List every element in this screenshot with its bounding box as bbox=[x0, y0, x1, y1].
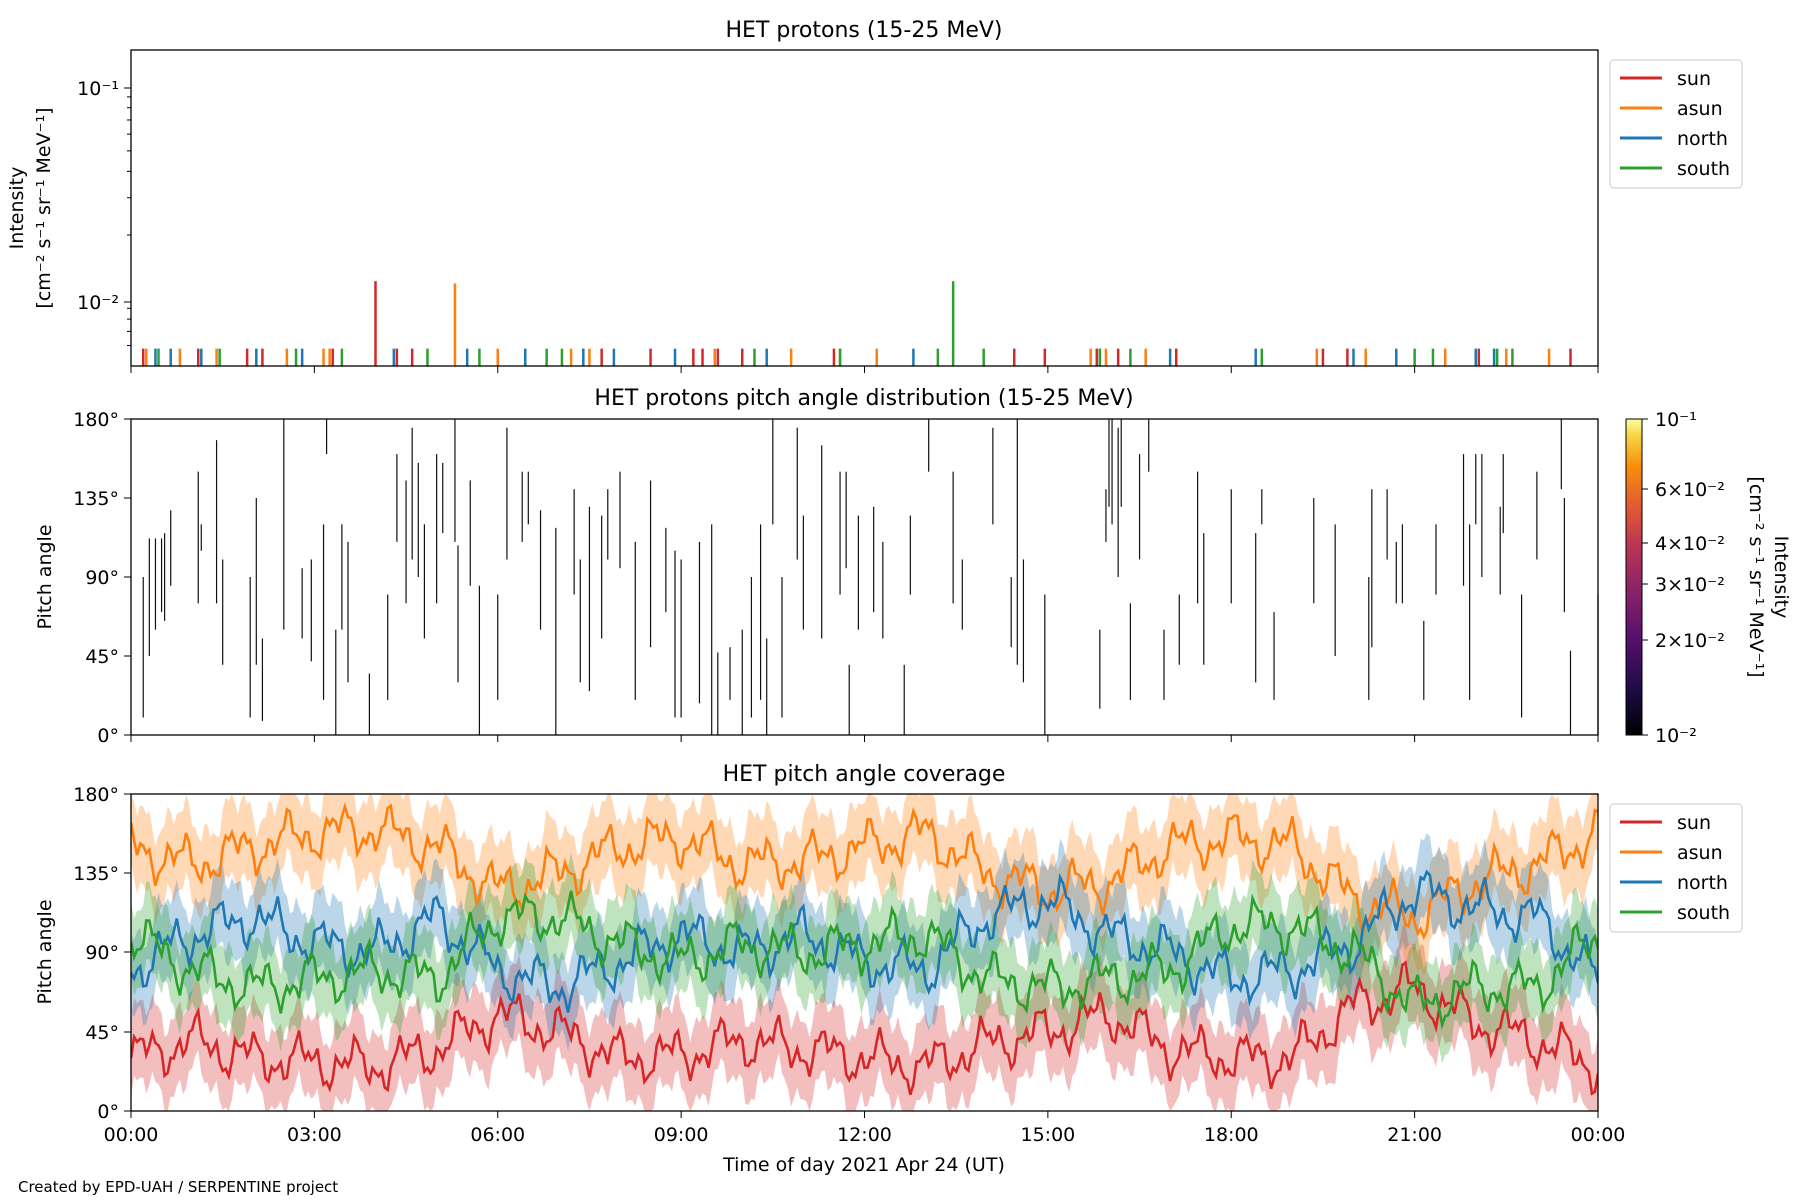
colorbar-tick-2e-2: 2×10⁻² bbox=[1642, 630, 1725, 652]
band-north bbox=[131, 833, 1598, 1052]
xtick-label-2: 06:00 bbox=[470, 1124, 525, 1146]
line-north bbox=[131, 869, 1598, 1013]
panel1-ytick-1: 10⁻¹ bbox=[77, 78, 131, 100]
colorbar-tick-label-4e-2: 4×10⁻² bbox=[1655, 533, 1725, 555]
legend3-asun: asun bbox=[1620, 842, 1723, 864]
panel3-xticks: 00:00 03:00 06:00 09:00 12:00 15:00 18:00 21:00… bbox=[104, 1111, 1626, 1146]
panel1-ytick-label-1: 10⁻¹ bbox=[77, 78, 119, 100]
legend1-sun: sun bbox=[1620, 68, 1711, 90]
line-asun bbox=[131, 802, 1598, 941]
panel3-ytick-label-0: 0° bbox=[97, 1101, 119, 1123]
panel1-marks bbox=[141, 281, 1572, 366]
xlabel: Time of day 2021 Apr 24 (UT) bbox=[722, 1154, 1005, 1176]
panel3-legend: sun asun north south bbox=[1609, 803, 1743, 933]
legend1-north: north bbox=[1620, 128, 1728, 150]
panel3-ytick-45: 45° bbox=[85, 1022, 131, 1044]
panel2-frame bbox=[130, 418, 1599, 736]
panel3-ytick-label-135: 135° bbox=[73, 863, 119, 885]
legend3-sun: sun bbox=[1620, 812, 1711, 834]
panel3-yticks: 180° 135° 90° 45° 0° bbox=[73, 784, 131, 1123]
panel2-ytick-label-135: 135° bbox=[73, 488, 119, 510]
panel1-ylabel-line2: [cm⁻² s⁻¹ sr⁻¹ MeV⁻¹] bbox=[33, 107, 55, 308]
panel2-ytick-135: 135° bbox=[73, 488, 131, 510]
colorbar-tick-label-3e-2: 3×10⁻² bbox=[1655, 574, 1725, 596]
colorbar-tick-label-1e-2: 10⁻² bbox=[1655, 725, 1697, 747]
legend1-south-label: south bbox=[1677, 158, 1730, 180]
panel3-ytick-label-180: 180° bbox=[73, 784, 119, 806]
xtick-label-7: 21:00 bbox=[1387, 1124, 1442, 1146]
panel-pitch-coverage: HET pitch angle coverage 180° 135° 90° 4… bbox=[34, 762, 1743, 1176]
band-sun bbox=[131, 923, 1598, 1111]
panel1-minor-ticks bbox=[127, 96, 131, 347]
panel3-ytick-label-45: 45° bbox=[85, 1022, 119, 1044]
xtick-label-4: 12:00 bbox=[837, 1124, 892, 1146]
xtick-label-0: 00:00 bbox=[104, 1124, 159, 1146]
upper-panels-xticks bbox=[130, 366, 1599, 742]
panel-pitch-distribution: HET protons pitch angle distribution (15… bbox=[34, 386, 1792, 747]
panel1-title: HET protons (15-25 MeV) bbox=[726, 18, 1003, 43]
line-south bbox=[131, 890, 1598, 1030]
panel1-ytick-2: 10⁻² bbox=[77, 292, 131, 314]
panel2-marks bbox=[142, 419, 1599, 735]
panel2-ytick-label-180: 180° bbox=[73, 409, 119, 431]
panel1-ytick-label-2: 10⁻² bbox=[77, 292, 119, 314]
legend1-north-label: north bbox=[1677, 128, 1728, 150]
legend1-south: south bbox=[1620, 158, 1730, 180]
panel2-title: HET protons pitch angle distribution (15… bbox=[594, 386, 1133, 411]
panel1-frame bbox=[130, 49, 1599, 367]
panel2-ytick-180: 180° bbox=[73, 409, 131, 431]
panel-intensity: HET protons (15-25 MeV) 10⁻¹ 10⁻² Intens… bbox=[6, 18, 1743, 367]
band-asun bbox=[131, 794, 1598, 976]
panel3-ylabel: Pitch angle bbox=[34, 899, 56, 1004]
panel3-legend-box bbox=[1609, 803, 1743, 933]
colorbar-tick-3e-2: 3×10⁻² bbox=[1642, 574, 1725, 596]
colorbar-tick-1e-2: 10⁻² bbox=[1642, 725, 1697, 747]
footer-credit: Created by EPD-UAH / SERPENTINE project bbox=[18, 1178, 338, 1196]
colorbar-label-line2: [cm⁻² s⁻¹ sr⁻¹ MeV⁻¹] bbox=[1745, 476, 1767, 677]
panel2-ytick-label-45: 45° bbox=[85, 646, 119, 668]
panel3-ytick-180: 180° bbox=[73, 784, 131, 806]
colorbar-tick-1e-1: 10⁻¹ bbox=[1642, 409, 1697, 431]
panel3-title: HET pitch angle coverage bbox=[723, 762, 1006, 787]
legend3-asun-label: asun bbox=[1677, 842, 1723, 864]
panel3-ytick-90: 90° bbox=[85, 942, 131, 964]
xtick-label-8: 00:00 bbox=[1571, 1124, 1626, 1146]
panel3-ytick-0: 0° bbox=[97, 1101, 131, 1123]
legend3-sun-label: sun bbox=[1677, 812, 1711, 834]
xtick-label-1: 03:00 bbox=[287, 1124, 342, 1146]
panel2-ytick-label-90: 90° bbox=[85, 567, 119, 589]
xtick-label-5: 15:00 bbox=[1020, 1124, 1075, 1146]
panel2-ytick-label-0: 0° bbox=[97, 725, 119, 747]
legend1-asun: asun bbox=[1620, 98, 1723, 120]
legend3-north: north bbox=[1620, 872, 1728, 894]
colorbar-tick-4e-2: 4×10⁻² bbox=[1642, 533, 1725, 555]
colorbar-tick-label-6e-2: 6×10⁻² bbox=[1655, 479, 1725, 501]
panel3-ytick-135: 135° bbox=[73, 863, 131, 885]
panel1-ylabel-line1: Intensity bbox=[6, 167, 28, 250]
panel1-legend: sun asun north south bbox=[1609, 59, 1743, 189]
legend1-sun-label: sun bbox=[1677, 68, 1711, 90]
panel3-marks bbox=[131, 794, 1598, 1111]
legend3-north-label: north bbox=[1677, 872, 1728, 894]
panel2-ytick-90: 90° bbox=[85, 567, 131, 589]
colorbar-tick-label-1e-1: 10⁻¹ bbox=[1655, 409, 1697, 431]
line-sun bbox=[131, 960, 1598, 1096]
legend3-south: south bbox=[1620, 902, 1730, 924]
colorbar-tick-6e-2: 6×10⁻² bbox=[1642, 479, 1725, 501]
panel2-yticks: 180° 135° 90° 45° 0° bbox=[73, 409, 131, 747]
colorbar: 10⁻¹ 6×10⁻² 4×10⁻² 3×10⁻² 2×10⁻² 10⁻² In… bbox=[1625, 409, 1792, 747]
panel2-ytick-45: 45° bbox=[85, 646, 131, 668]
panel1-legend-box bbox=[1609, 59, 1743, 189]
colorbar-gradient bbox=[1625, 418, 1643, 736]
xtick-label-6: 18:00 bbox=[1204, 1124, 1259, 1146]
panel2-ylabel: Pitch angle bbox=[34, 524, 56, 629]
panel2-ytick-0: 0° bbox=[97, 725, 131, 747]
legend3-south-label: south bbox=[1677, 902, 1730, 924]
xtick-label-3: 09:00 bbox=[654, 1124, 709, 1146]
legend1-asun-label: asun bbox=[1677, 98, 1723, 120]
colorbar-label-line1: Intensity bbox=[1770, 536, 1792, 619]
colorbar-tick-label-2e-2: 2×10⁻² bbox=[1655, 630, 1725, 652]
panel3-ytick-label-90: 90° bbox=[85, 942, 119, 964]
